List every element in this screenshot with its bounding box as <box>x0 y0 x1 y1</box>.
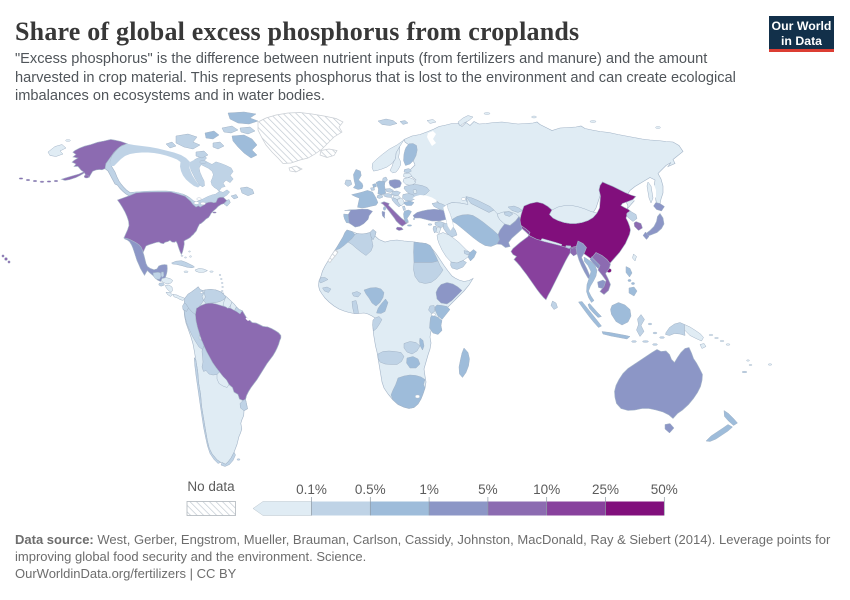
svg-text:1%: 1% <box>419 482 439 497</box>
svg-text:0.5%: 0.5% <box>355 482 386 497</box>
svg-text:No data: No data <box>187 479 235 494</box>
svg-text:25%: 25% <box>592 482 619 497</box>
svg-text:0.1%: 0.1% <box>296 482 327 497</box>
svg-text:50%: 50% <box>651 482 678 497</box>
svg-text:5%: 5% <box>478 482 498 497</box>
svg-text:10%: 10% <box>533 482 560 497</box>
